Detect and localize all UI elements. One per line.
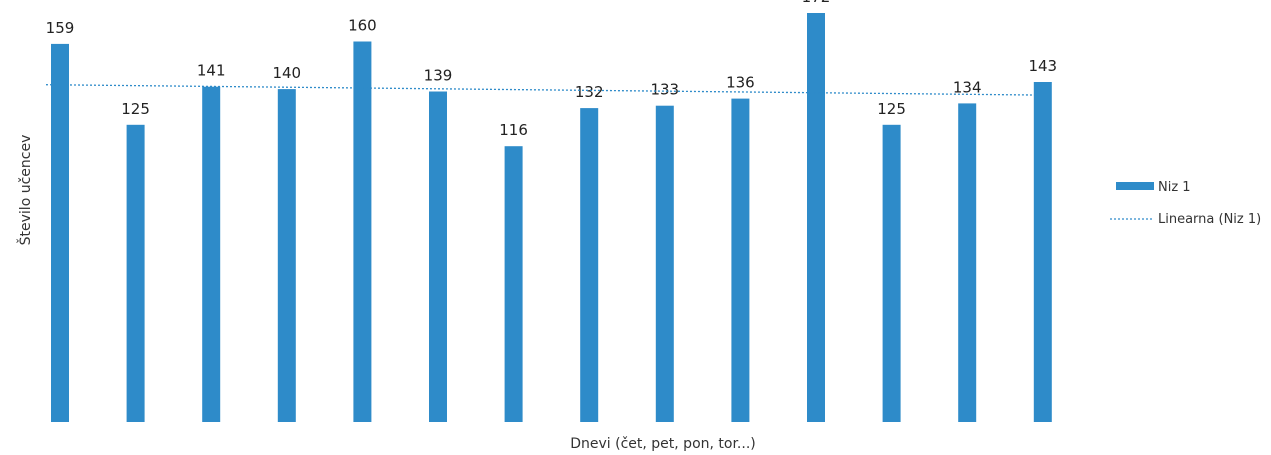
bar-5 (353, 41, 372, 422)
legend-label-trendline: Linearna (Niz 1) (1158, 212, 1261, 227)
x-axis-title: Dnevi (čet, pet, pon, tor...) (570, 436, 756, 452)
data-label-3: 141 (197, 62, 226, 80)
trendline (45, 84, 1043, 96)
y-axis-title: Število učencev (16, 135, 34, 246)
data-label-11: 172 (802, 0, 831, 6)
data-label-13: 134 (953, 78, 982, 96)
data-label-14: 143 (1028, 57, 1057, 75)
data-labels-layer: 159 125 141 140 160 139 116 132 133 136 172 125 134 1… (46, 0, 1057, 139)
bar-7 (504, 146, 523, 422)
bar-10 (731, 98, 750, 422)
data-label-9: 133 (650, 81, 679, 99)
legend-swatch-series (1116, 182, 1154, 190)
data-label-1: 159 (46, 19, 75, 37)
legend: Niz 1 Linearna (Niz 1) (1110, 180, 1261, 227)
bar-6 (429, 91, 447, 422)
data-label-10: 136 (726, 74, 755, 92)
bar-4 (277, 89, 296, 422)
bar-2 (126, 124, 145, 423)
data-label-7: 116 (499, 121, 528, 139)
bar-8 (580, 108, 599, 422)
data-label-12: 125 (877, 100, 906, 118)
bar-9 (655, 105, 674, 422)
bar-13 (958, 103, 977, 423)
data-label-2: 125 (121, 100, 150, 118)
bar-1 (51, 43, 69, 423)
bar-11 (807, 13, 825, 422)
bar-12 (882, 124, 901, 423)
data-label-4: 140 (272, 64, 301, 82)
bars-layer (51, 13, 1052, 423)
bar-3 (202, 86, 221, 422)
data-label-6: 139 (424, 67, 453, 85)
data-label-8: 132 (575, 83, 604, 101)
bar-14 (1033, 82, 1052, 422)
legend-label-series: Niz 1 (1158, 180, 1191, 195)
data-label-5: 160 (348, 17, 377, 35)
